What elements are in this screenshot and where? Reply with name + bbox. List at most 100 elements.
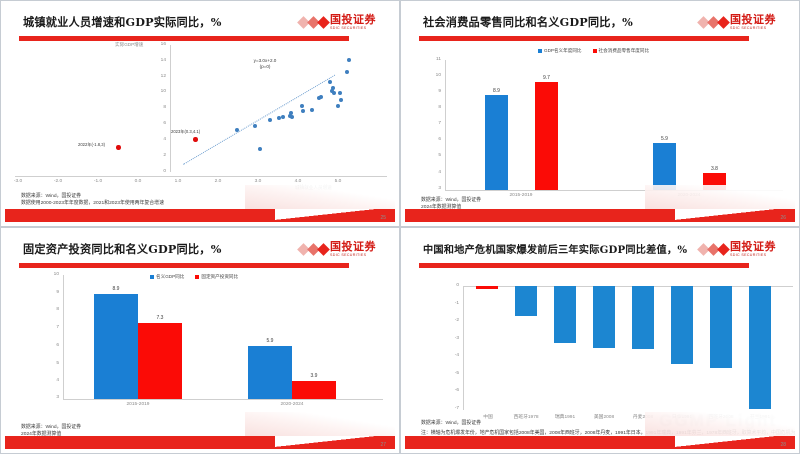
legend-item: 固定资产投资同比 <box>195 274 238 280</box>
y-tick: -5 <box>454 371 459 376</box>
page-number: 26 <box>780 215 786 221</box>
logo-diamond-icon <box>297 243 330 256</box>
data-point-label: 2023年(0.3,4.1) <box>171 129 201 134</box>
bar-chart: 0 -1 -2 -3 -4 -5 -6 -7 中国 西班牙1978 瑞典1991… <box>405 272 795 432</box>
page-title: 城镇就业人员增速和GDP实际同比，% <box>23 15 222 29</box>
logo-name-en: SDIC SECURITIES <box>730 252 767 257</box>
y-axis-line <box>445 60 446 190</box>
y-tick: 10 <box>160 89 166 94</box>
source-note: 数据来源：Wind，国投证券 数据使用2000-2023年年度数据，2021和2… <box>21 193 164 208</box>
title-underline-bar <box>19 263 349 268</box>
title-underline-bar <box>419 263 749 268</box>
data-point <box>332 91 337 96</box>
y-tick: 0 <box>456 283 459 288</box>
y-tick: 16 <box>160 42 166 47</box>
legend-item: 名义GDP同比 <box>150 274 184 280</box>
y-tick: 3 <box>56 395 59 400</box>
x-tick: 3.0 <box>254 179 262 184</box>
page-number: 27 <box>380 442 386 448</box>
source-note: 数据来源：Wind，国投证券 2024年数据测算值 <box>421 197 481 212</box>
data-point-highlight <box>116 145 121 150</box>
chart-legend: 名义GDP同比 固定资产投资同比 <box>150 274 238 280</box>
y-tick: 7 <box>438 121 441 126</box>
x-category-label: 2020-2024 <box>280 402 304 407</box>
y-axis-line <box>63 275 64 399</box>
data-point <box>253 124 258 129</box>
x-tick: 2.0 <box>214 179 222 184</box>
data-point-highlight <box>193 137 198 142</box>
bar-country-7 <box>749 286 771 409</box>
y-tick: 3 <box>438 186 441 191</box>
x-axis-line <box>15 176 387 177</box>
bar-country-5 <box>671 286 693 364</box>
logo-name-cn: 国投证券 <box>730 13 776 27</box>
source-line: 2024年数据测算值 <box>421 205 462 211</box>
footer-bar <box>405 436 795 449</box>
x-tick: -2.0 <box>53 179 63 184</box>
logo-name-en: SDIC SECURITIES <box>730 25 767 30</box>
scatter-chart: 16 14 12 10 8 6 4 2 0 实际GDP增速 -3.0 -2.0 … <box>5 41 395 191</box>
page-number: 28 <box>780 442 786 448</box>
x-category-label: 丹麦2008 <box>632 415 654 420</box>
y-tick: 12 <box>160 74 166 79</box>
logo-diamond-icon <box>697 16 730 29</box>
slide-retail-gdp: 社会消费品零售同比和名义GDP同比，% 国投证券 SDIC SECURITIES… <box>400 0 800 227</box>
y-axis-label: 实际GDP增速 <box>115 42 144 47</box>
slide-fai-gdp: 固定资产投资同比和名义GDP同比，% 国投证券 SDIC SECURITIES … <box>0 227 400 454</box>
brand-logo: 国投证券 SDIC SECURITIES <box>297 9 391 36</box>
bar-value-label: 9.7 <box>543 75 550 81</box>
source-note: 数据来源：Wind，国投证券 2024年数据测算值 <box>21 424 81 439</box>
data-point <box>328 80 333 85</box>
bar-value-label: 5.9 <box>661 136 668 142</box>
legend-label: GDP名义年度同比 <box>544 48 582 53</box>
bar-gdp-2015-2019 <box>485 95 508 190</box>
x-axis-line <box>445 190 783 191</box>
source-line: 数据来源：Wind，国投证券 <box>421 198 482 203</box>
y-tick: 14 <box>160 58 166 63</box>
legend-label: 名义GDP同比 <box>156 274 185 279</box>
bar-fai-2015-2019 <box>138 323 182 399</box>
slide-employment-gdp: 城镇就业人员增速和GDP实际同比，% 国投证券 SDIC SECURITIES … <box>0 0 400 227</box>
y-tick: -2 <box>454 318 459 323</box>
x-tick: -1.0 <box>93 179 103 184</box>
slide-property-crisis: 中国和地产危机国家爆发前后三年实际GDP同比差值，% 国投证券 SDIC SEC… <box>400 227 800 454</box>
y-tick: 2 <box>163 153 166 158</box>
bar-value-label: 5.9 <box>266 338 274 344</box>
data-point-label: 2022年(-1.8,3) <box>78 142 106 147</box>
data-point <box>338 91 343 96</box>
logo-diamond-icon <box>297 16 330 29</box>
regression-pvalue: (p=0) <box>259 64 271 70</box>
x-tick: 4.0 <box>294 179 302 184</box>
source-note: 数据来源：Wind，国投证券 <box>421 420 481 427</box>
footer-bar <box>5 209 395 222</box>
y-tick: -3 <box>454 336 459 341</box>
legend-label: 社会消费品零售年度同比 <box>598 48 650 53</box>
x-category-label: 中国 <box>483 415 493 420</box>
x-axis-line <box>63 399 383 400</box>
y-tick: 6 <box>163 121 166 126</box>
legend-item: 社会消费品零售年度同比 <box>592 48 650 54</box>
data-point <box>345 70 350 75</box>
logo-name-cn: 国投证券 <box>330 240 376 254</box>
y-tick: 10 <box>435 73 441 78</box>
y-tick: 10 <box>53 272 59 277</box>
y-tick: 9 <box>438 89 441 94</box>
x-tick: -3.0 <box>13 179 23 184</box>
bar-country-4 <box>632 286 654 349</box>
y-tick: 5 <box>56 361 59 366</box>
source-line: 数据来源：Wind，国投证券 <box>21 425 82 430</box>
x-tick: 5.0 <box>334 179 342 184</box>
data-point <box>290 115 295 120</box>
bar-value-label: 7.3 <box>156 315 164 321</box>
page-number: 25 <box>380 215 386 221</box>
title-underline-bar <box>19 36 349 41</box>
x-category-label: 美国2008 <box>593 415 615 420</box>
y-tick: 4 <box>438 170 441 175</box>
data-point <box>258 147 263 152</box>
bar-country-1 <box>515 286 537 316</box>
bar-country-2 <box>554 286 576 343</box>
brand-logo: 国投证券 SDIC SECURITIES <box>697 9 791 36</box>
footer-bar <box>405 209 795 222</box>
y-axis-line <box>170 45 171 172</box>
data-point <box>336 104 341 109</box>
